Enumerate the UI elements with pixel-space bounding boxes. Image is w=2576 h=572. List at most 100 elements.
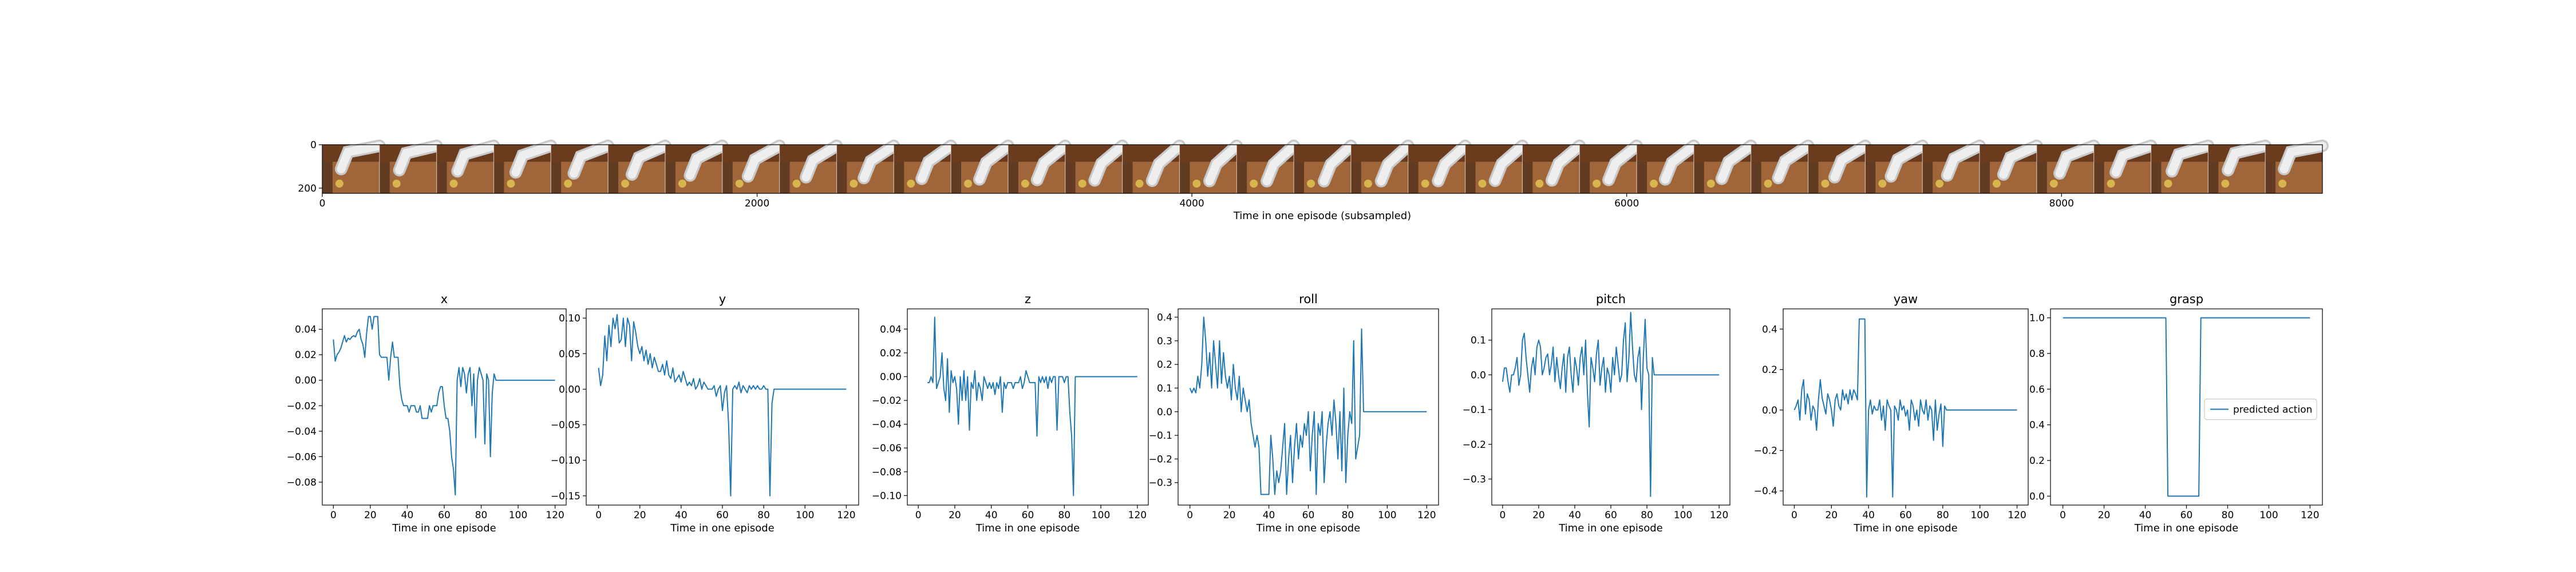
x-tick-label: 20 (364, 510, 377, 521)
series-line-grasp (2063, 317, 2310, 497)
episode-frame (1008, 140, 1072, 193)
chart-title: z (1025, 292, 1031, 306)
x-tick-label: 80 (1641, 510, 1653, 521)
y-tick-label: 0.4 (1762, 324, 1777, 335)
episode-frame (1979, 140, 2043, 193)
episode-frame (722, 140, 786, 193)
episode-frame (1922, 140, 1986, 193)
x-tick-label: 120 (1128, 510, 1147, 521)
y-tick-label: 0.0 (2029, 491, 2045, 502)
y-tick-label: −0.05 (551, 420, 580, 431)
x-tick-label: 40 (985, 510, 998, 521)
episode-frame (2207, 140, 2272, 193)
y-tick-label: −0.4 (1754, 486, 1777, 497)
series-line-pitch (1502, 312, 1720, 497)
y-tick-label: 0.02 (880, 348, 902, 359)
plot-frame (907, 308, 1149, 506)
x-tick-label: 40 (1263, 510, 1275, 521)
y-tick-label: 0.1 (1157, 383, 1172, 394)
x-tick-label: 120 (2301, 510, 2319, 521)
plot-frame (2050, 308, 2323, 506)
x-tick-label: 60 (2180, 510, 2193, 521)
y-tick-label: −0.02 (872, 395, 902, 407)
chart-panel-pitch: pitch 0 20 40 60 80 100 120 −0.3 −0.2 −0.1 0.0 0.1 Ti… (1463, 292, 1730, 534)
x-tick-label: 80 (2222, 510, 2234, 521)
x-axis-label: Time in one episode (1558, 522, 1663, 534)
episode-frame (1693, 140, 1757, 193)
y-tick-label: −0.08 (872, 467, 902, 478)
y-tick-label: 1.0 (2029, 313, 2045, 324)
x-axis-label: Time in one episode (975, 522, 1080, 534)
episode-frame (1751, 140, 1815, 193)
frame-strip-y-tick-label: 0 (310, 140, 317, 151)
y-tick-label: 0.4 (1157, 312, 1172, 323)
x-tick-label: 100 (1378, 510, 1396, 521)
x-tick-label: 60 (1022, 510, 1034, 521)
plot-frame (1783, 308, 2029, 506)
series-line-x (333, 316, 555, 496)
chart-panel-grasp: grasp 0 20 40 60 80 100 120 0.0 0.2 0.4 0.6 0.8 1.0 Ti… (2029, 292, 2323, 534)
y-tick-label: −0.10 (551, 455, 580, 467)
y-tick-label: 0.8 (2029, 348, 2045, 360)
x-axis-label: Time in one episode (1256, 522, 1361, 534)
episode-frame (836, 140, 900, 193)
y-tick-label: 0.6 (2029, 384, 2045, 395)
x-tick-label: 0 (2060, 510, 2066, 521)
x-tick-label: 100 (509, 510, 527, 521)
x-axis-label: Time in one episode (392, 522, 496, 534)
x-tick-label: 20 (1223, 510, 1236, 521)
frame-strip-x-tick-label: 4000 (1179, 198, 1204, 209)
x-tick-label: 100 (1092, 510, 1110, 521)
y-tick-label: 0.00 (295, 375, 317, 387)
legend-box (2204, 398, 2317, 420)
chart-title: y (719, 292, 726, 306)
chart-panel-z: z 0 20 40 60 80 100 120 −0.10 −0.08 −0.06 −0.04 −0.0… (872, 292, 1149, 534)
x-tick-label: 0 (330, 510, 337, 521)
x-tick-label: 80 (1937, 510, 1949, 521)
episode-frame (1179, 140, 1243, 193)
y-tick-label: 0.4 (2029, 420, 2045, 431)
x-tick-label: 120 (1417, 510, 1436, 521)
episode-frame (493, 140, 558, 193)
episode-frame (2150, 140, 2215, 193)
plot-frame (1491, 308, 1730, 506)
y-tick-label: 0.2 (1762, 364, 1777, 376)
episode-frame (665, 140, 729, 193)
frame-strip-x-tick-label: 6000 (1614, 198, 1639, 209)
x-axis-label: Time in one episode (1853, 522, 1958, 534)
y-tick-label: −0.08 (287, 477, 317, 488)
y-tick-label: −0.06 (872, 443, 902, 454)
frame-strip-x-axis-label: Time in one episode (subsampled) (1233, 210, 1411, 222)
y-tick-label: 0.2 (1157, 359, 1172, 371)
chart-title: roll (1299, 292, 1318, 306)
chart-panel-x: x 0 20 40 60 80 100 120 −0.08 −0.06 −0.04 −0.02 0.00… (287, 292, 567, 534)
y-tick-label: 0.0 (1157, 407, 1172, 418)
y-tick-label: −0.1 (1149, 430, 1172, 442)
x-tick-label: 80 (1342, 510, 1354, 521)
x-tick-label: 40 (401, 510, 414, 521)
y-tick-label: 0.3 (1157, 336, 1172, 347)
y-tick-label: −0.3 (1463, 474, 1486, 485)
y-tick-label: 0.05 (559, 348, 580, 360)
y-tick-label: 0.0 (1762, 405, 1777, 416)
x-tick-label: 100 (1674, 510, 1692, 521)
chart-title: x (441, 292, 448, 306)
x-tick-label: 40 (1568, 510, 1581, 521)
x-tick-label: 100 (1970, 510, 1989, 521)
y-tick-label: −0.04 (872, 419, 902, 431)
series-line-yaw (1793, 318, 2017, 498)
y-tick-label: 0.04 (880, 324, 902, 335)
x-tick-label: 0 (1187, 510, 1193, 521)
episode-frame (2036, 140, 2100, 193)
frame-strip-axes: Time in one episode (subsampled) 0 2000 40… (298, 140, 2074, 222)
episode-frame (1293, 140, 1357, 193)
episode-frame (1121, 140, 1186, 193)
y-tick-label: −0.1 (1463, 404, 1486, 416)
episode-frame (550, 140, 615, 193)
chart-panel-roll: roll 0 20 40 60 80 100 120 −0.3 −0.2 −0.1 0.0 0.1 0.2… (1149, 292, 1439, 534)
y-tick-label: −0.06 (287, 451, 317, 463)
episode-frame (779, 140, 843, 193)
x-tick-label: 120 (1710, 510, 1728, 521)
x-tick-label: 80 (475, 510, 488, 521)
x-tick-label: 20 (1825, 510, 1838, 521)
